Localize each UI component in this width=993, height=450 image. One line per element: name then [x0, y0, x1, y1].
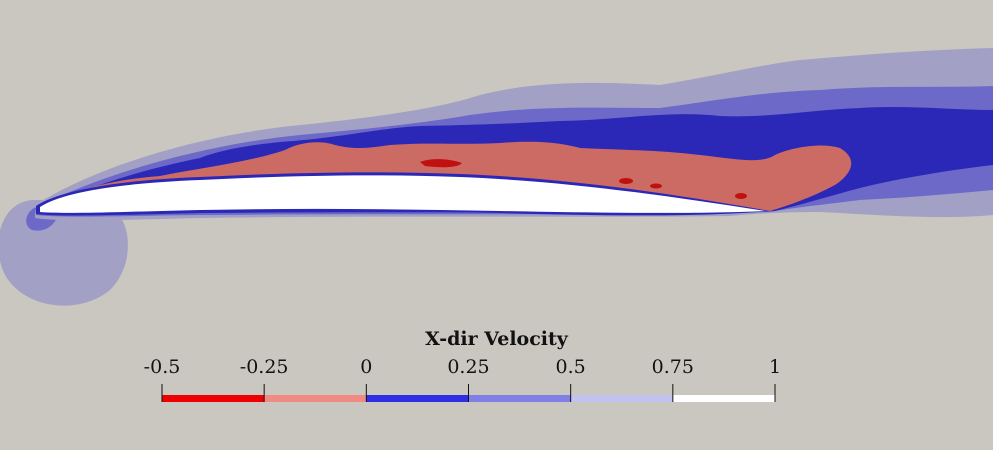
reverse-flow-pocket: [420, 159, 462, 168]
colorbar-title: X-dir Velocity: [425, 328, 568, 350]
reverse-flow-pocket: [735, 193, 747, 199]
colorbar-band: [264, 395, 367, 402]
colorbar-tick-label: 0.25: [447, 356, 490, 378]
colorbar-band: [570, 395, 673, 402]
colorbar-tick-label: 1: [768, 356, 782, 378]
colorbar-tick-label: 0.5: [555, 356, 586, 378]
colorbar-band: [672, 395, 775, 402]
colorbar: [161, 384, 776, 402]
colorbar-tick-label: -0.25: [239, 356, 289, 378]
reverse-flow-pocket: [650, 183, 662, 189]
colorbar-tick-label: -0.5: [143, 356, 181, 378]
colorbar-band: [366, 395, 469, 402]
colorbar-band: [162, 395, 265, 402]
colorbar-tick-label: 0: [360, 356, 373, 378]
colorbar-band: [468, 395, 571, 402]
airfoil: [40, 175, 765, 213]
colorbar-tick-label: 0.75: [651, 356, 694, 378]
reverse-flow-pocket: [619, 178, 633, 184]
